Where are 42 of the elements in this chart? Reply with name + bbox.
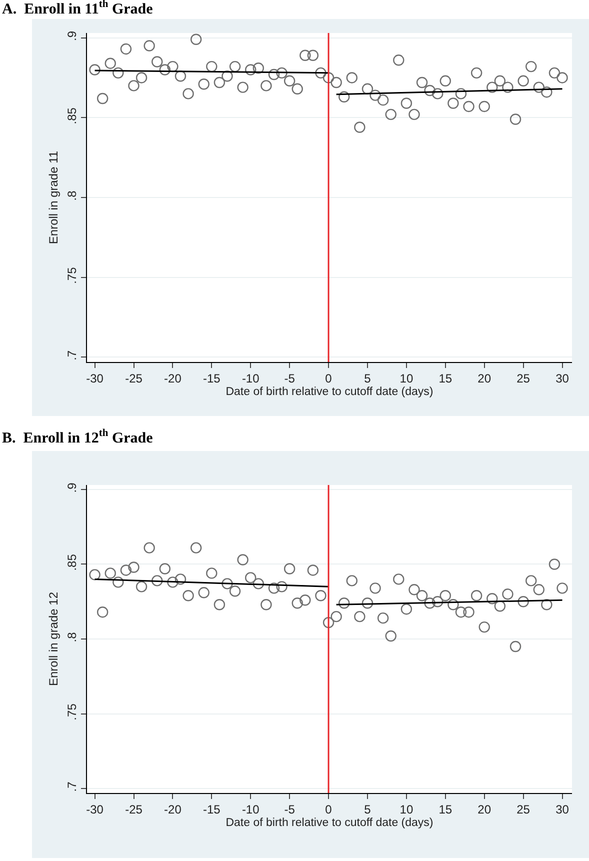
x-tick-label: -5 xyxy=(284,802,296,816)
y-tick-label: .7 xyxy=(65,350,80,360)
y-tick-label: .9 xyxy=(65,482,80,493)
x-tick-label: 15 xyxy=(438,371,452,386)
y-tick-label: .75 xyxy=(65,703,80,720)
x-tick-label: -15 xyxy=(202,371,221,386)
chart-title: B. Enroll in 12$^{th}$ Grade xyxy=(2,428,154,446)
x-tick-label: -10 xyxy=(242,802,260,816)
y-tick-label: .7 xyxy=(65,781,80,792)
x-tick-label: 5 xyxy=(364,371,372,386)
x-tick-label: -25 xyxy=(125,802,143,816)
x-axis-title: Date of birth relative to cutoff date (days) xyxy=(226,816,434,829)
x-axis-title: Date of birth relative to cutoff date (days) xyxy=(226,386,434,398)
chart-title: A. Enroll in 11$^{th}$ Grade xyxy=(2,0,154,18)
x-tick-label: 20 xyxy=(478,371,492,386)
y-tick-label: .8 xyxy=(65,632,80,642)
x-tick-label: 0 xyxy=(325,371,332,386)
x-tick-label: -25 xyxy=(125,371,143,386)
x-tick-label: -20 xyxy=(164,371,182,386)
x-tick-label: -30 xyxy=(86,371,104,386)
y-tick-label: .75 xyxy=(65,266,80,284)
y-tick-label: .85 xyxy=(65,107,80,124)
x-tick-label: 30 xyxy=(556,802,570,816)
x-tick-label: 15 xyxy=(438,802,452,816)
y-tick-label: .9 xyxy=(65,30,80,41)
x-tick-label: -10 xyxy=(242,371,260,386)
y-tick-label: .85 xyxy=(65,554,80,571)
x-tick-label: -30 xyxy=(86,802,104,816)
x-tick-label: -20 xyxy=(164,802,182,816)
x-tick-label: 10 xyxy=(400,802,414,816)
y-tick-label: .8 xyxy=(65,190,80,201)
y-axis-title: Enroll in grade 11 xyxy=(46,150,60,244)
x-tick-label: 30 xyxy=(556,371,570,386)
x-tick-label: 25 xyxy=(516,802,530,816)
x-tick-label: 25 xyxy=(516,371,530,386)
x-tick-label: 0 xyxy=(325,802,332,816)
x-tick-label: 5 xyxy=(364,802,372,816)
x-tick-label: -5 xyxy=(284,371,296,386)
x-tick-label: 20 xyxy=(478,802,492,816)
y-axis-title: Enroll in grade 12 xyxy=(46,592,60,686)
x-tick-label: 10 xyxy=(400,371,414,386)
x-tick-label: -15 xyxy=(202,802,221,816)
